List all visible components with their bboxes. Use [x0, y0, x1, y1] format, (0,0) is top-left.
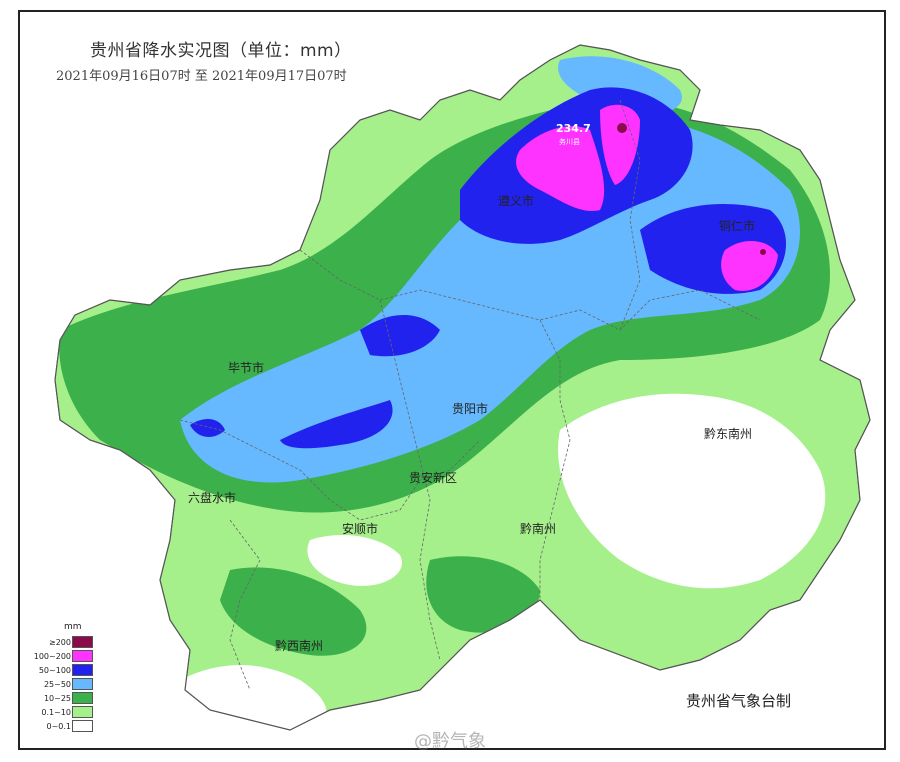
dry-area-southeast: [558, 393, 826, 589]
rain-extreme-spot: [617, 123, 627, 133]
rain-patch-50-100-west: [190, 418, 225, 437]
rain-heavy-zunyi: [516, 126, 605, 211]
legend-row: 0.1~10: [36, 706, 96, 719]
legend-swatch: [72, 706, 93, 718]
rain-extreme-spot-tongren: [760, 249, 766, 255]
boundary-central: [379, 299, 441, 661]
legend-label: 25~50: [43, 680, 71, 689]
time-period: 2021年09月16日07时 至 2021年09月17日07时: [56, 69, 347, 84]
boundary-west: [179, 419, 481, 521]
map-title: 贵州省降水实况图（单位：mm）: [90, 41, 352, 61]
legend-unit: mm: [64, 622, 82, 632]
rain-band-25-50: [180, 119, 800, 483]
max-station-label: 务川县: [559, 137, 580, 146]
city-label-qiandongnan: 黔东南州: [704, 426, 752, 441]
legend-row: 50~100: [36, 664, 96, 677]
city-label-qianxinan: 黔西南州: [275, 638, 323, 653]
rain-patch-10-25-south: [220, 567, 367, 656]
legend-swatch: [72, 678, 93, 690]
legend-swatch: [72, 664, 93, 676]
legend-label: 0~0.1: [46, 722, 71, 731]
legend-row: 10~25: [36, 692, 96, 705]
legend-label: 0.1~10: [41, 708, 71, 717]
boundary-north: [299, 249, 761, 331]
rain-patch-10-25-qiannan: [426, 556, 540, 633]
legend-row: 100~200: [33, 650, 96, 663]
boundary-zunyi-tongren: [619, 99, 641, 331]
legend-label: ≥200: [49, 638, 71, 647]
watermark: @黔气象: [414, 731, 486, 752]
credit-text: 贵州省气象台制: [686, 692, 792, 710]
legend-row: ≥200: [36, 636, 96, 649]
dry-area-central: [307, 535, 402, 586]
legend-swatch: [72, 636, 93, 648]
city-label-zunyi: 遵义市: [498, 193, 534, 208]
city-label-liupanshui: 六盘水市: [188, 490, 236, 505]
rain-core-west: [280, 400, 393, 449]
rain-patch-50-100-central: [360, 315, 440, 357]
boundary-east: [539, 319, 571, 600]
rain-heavy-wuchuan: [600, 104, 640, 185]
legend-label: 50~100: [38, 666, 71, 675]
city-label-guian: 贵安新区: [409, 470, 457, 485]
max-value-label: 234.7: [556, 122, 591, 135]
city-label-guiyang: 贵阳市: [452, 401, 488, 416]
legend-row: 25~50: [36, 678, 96, 691]
legend-label: 10~25: [43, 694, 71, 703]
legend-row: 0~0.1: [36, 720, 96, 733]
legend-swatch: [72, 650, 93, 662]
city-label-bijie: 毕节市: [228, 360, 264, 375]
legend-swatch: [72, 692, 93, 704]
legend-label: 100~200: [33, 652, 71, 661]
legend-swatch: [72, 720, 93, 732]
city-label-tongren: 铜仁市: [719, 218, 755, 233]
city-label-qiannan: 黔南州: [520, 521, 556, 536]
city-label-anshun: 安顺市: [342, 521, 378, 536]
